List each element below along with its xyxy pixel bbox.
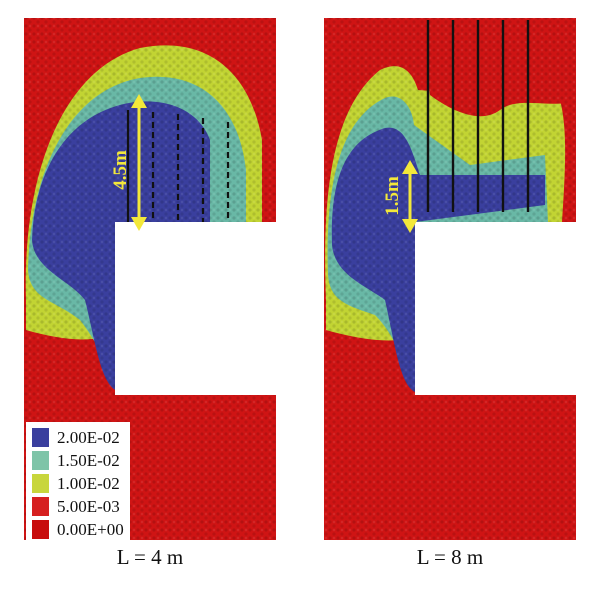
right-caption: L = 8 m	[416, 545, 484, 569]
color-legend: 2.00E-02 1.50E-02 1.00E-02 5.00E-03 0.00…	[26, 422, 130, 544]
right-annotation: 1.5m	[382, 176, 403, 216]
legend-item: 1.50E-02	[32, 449, 124, 472]
left-caption: L = 4 m	[116, 545, 184, 569]
left-drain-lines	[126, 110, 230, 222]
legend-swatch-blue	[32, 428, 49, 447]
legend-label: 1.00E-02	[57, 473, 120, 493]
right-mask-pattern	[324, 18, 576, 540]
legend-label: 2.00E-02	[57, 427, 120, 447]
legend-swatch-yellow	[32, 474, 49, 493]
legend-item: 2.00E-02	[32, 426, 124, 449]
legend-label: 5.00E-03	[57, 496, 120, 516]
right-arrow	[402, 160, 418, 233]
left-annotation: 4.5m	[110, 150, 131, 190]
legend-label: 0.00E+00	[57, 519, 124, 539]
legend-swatch-teal	[32, 451, 49, 470]
legend-swatch-dark-red	[32, 520, 49, 539]
legend-item: 1.00E-02	[32, 472, 124, 495]
legend-label: 1.50E-02	[57, 450, 120, 470]
legend-swatch-red	[32, 497, 49, 516]
right-panel	[324, 18, 576, 540]
legend-item: 0.00E+00	[32, 518, 124, 541]
right-drain-lines	[426, 20, 530, 212]
legend-item: 5.00E-03	[32, 495, 124, 518]
left-arrow	[131, 94, 147, 231]
